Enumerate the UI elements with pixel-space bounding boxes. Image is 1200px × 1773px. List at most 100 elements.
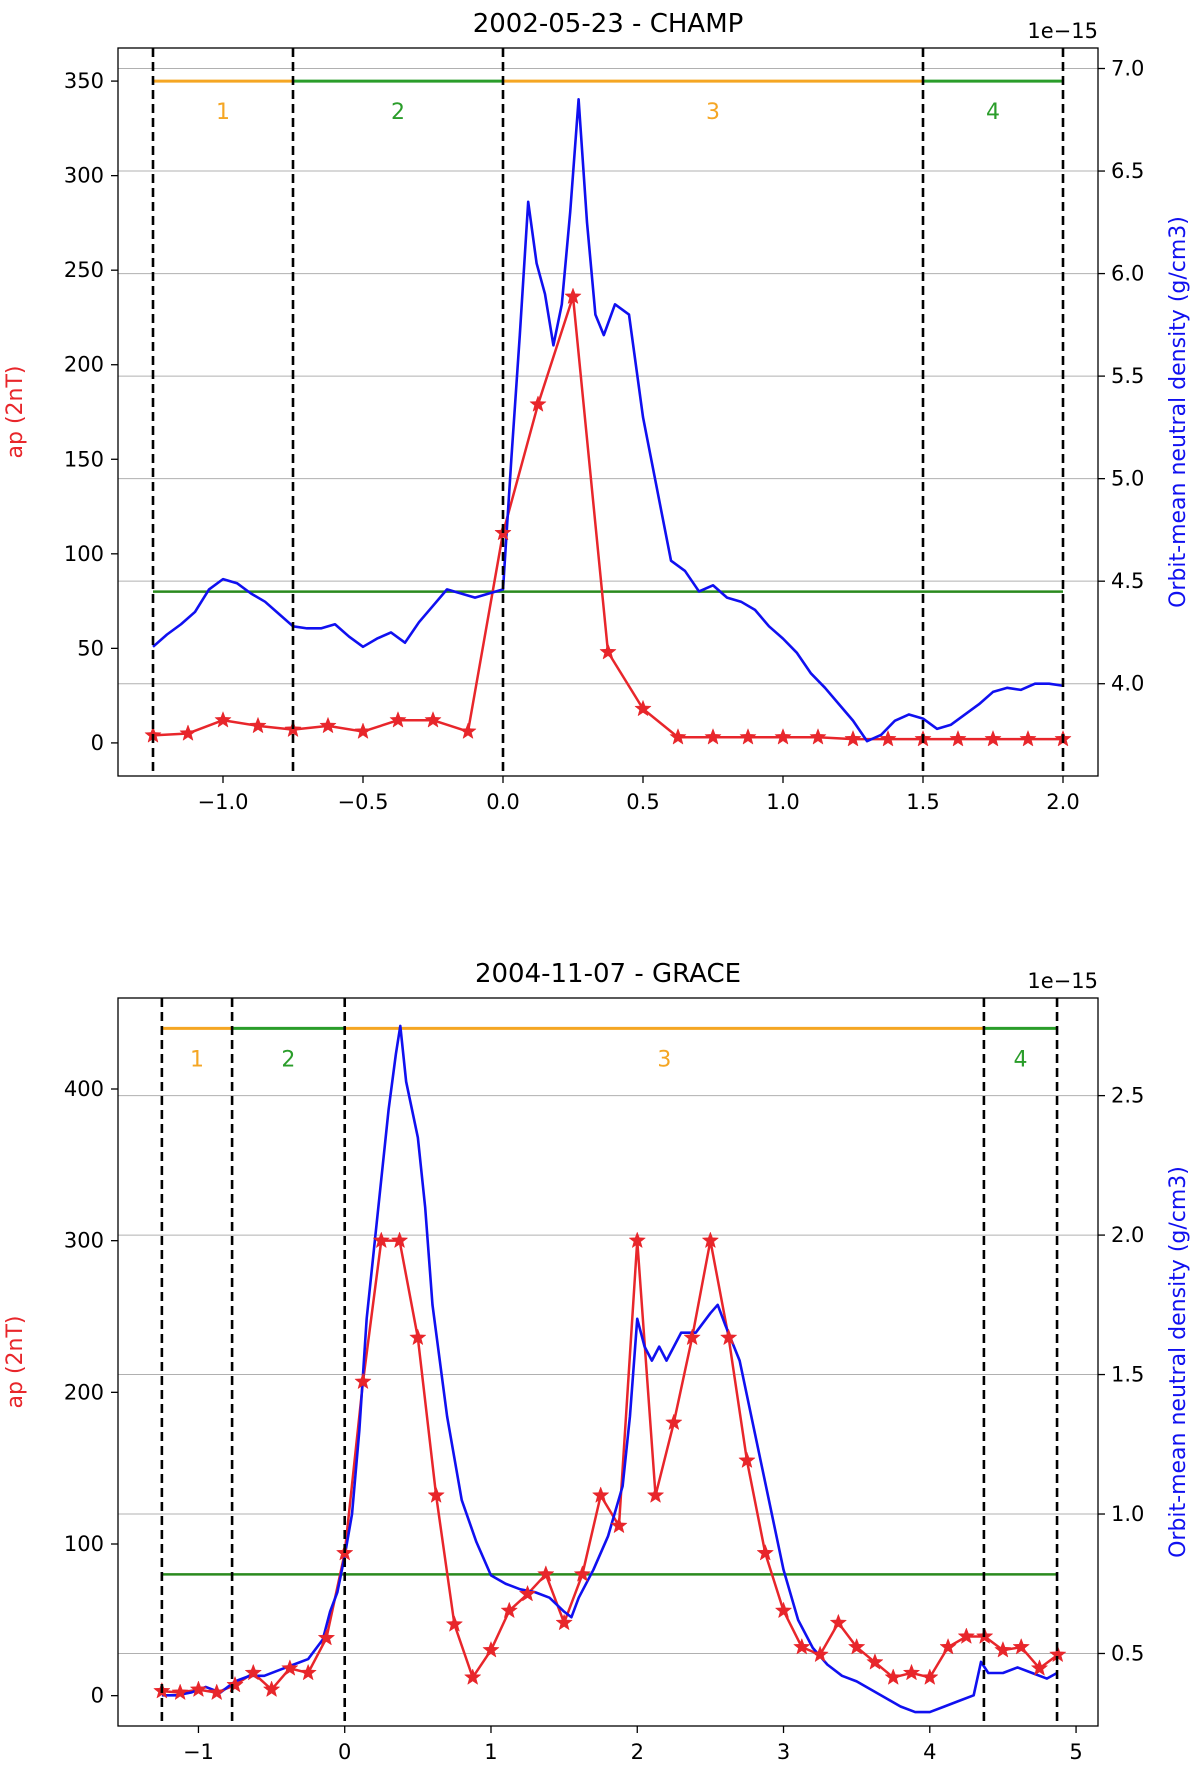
ap-point [704,728,722,745]
x-tick-label: 0 [338,1740,351,1764]
ap-point [389,711,407,728]
phase-label: 1 [190,1047,204,1072]
ap-point [809,728,827,745]
ap-point [646,1486,665,1503]
ap-point [281,1659,299,1676]
ap-point [171,1683,189,1701]
phase-label: 3 [657,1047,671,1072]
y-left-tick-label: 0 [91,1684,104,1708]
ap-point [984,729,1002,747]
ap-point [214,711,232,728]
y-right-tick-label: 6.0 [1111,262,1144,286]
ap-point [902,1663,921,1681]
x-tick-label: 0.5 [626,790,659,814]
y-left-tick-label: 350 [64,69,104,93]
plot-frame [117,47,1099,777]
density-series-line [161,1024,1058,1714]
ap-point [610,1516,628,1534]
offset-text: 1e−15 [1027,19,1098,43]
offset-text: 1e−15 [1027,969,1098,993]
y-left-tick-label: 200 [64,353,104,377]
ap-point [189,1680,208,1698]
ap-point [354,722,372,740]
ap-point [299,1663,317,1681]
ap-point [317,1628,336,1646]
ap-point [921,1668,939,1685]
ap-point [1030,1659,1049,1676]
y-right-tick-label: 1.0 [1111,1502,1144,1526]
ap-point [537,1565,555,1582]
ap-point [847,1637,866,1655]
y-left-tick-label: 100 [64,542,104,566]
ap-point [829,1613,848,1631]
ap-point [939,1637,957,1655]
x-tick-label: 3 [777,1740,790,1764]
ap-point [683,1328,701,1346]
y-right-tick-label: 4.0 [1111,672,1144,696]
y-right-tick-label: 0.5 [1111,1641,1144,1665]
ap-point [994,1640,1012,1658]
x-tick-label: −0.5 [338,790,389,814]
x-tick-label: 1.5 [906,790,939,814]
ap-point [669,728,687,745]
y-left-tick-label: 50 [77,636,104,660]
y-left-tick-label: 300 [64,1229,104,1253]
y-left-axis-label: ap (2nT) [3,1316,28,1409]
y-left-tick-label: 200 [64,1380,104,1404]
ap-point [591,1486,610,1503]
ap-point [249,716,267,734]
x-tick-label: 2 [631,1740,644,1764]
x-tick-label: 1.0 [766,790,799,814]
y-left-tick-label: 250 [64,258,104,282]
ap-point [573,1565,592,1582]
phase-label: 4 [1013,1047,1027,1072]
ap-point [884,1668,902,1685]
y-left-tick-label: 300 [64,164,104,188]
chart-title: 2002-05-23 - CHAMP [473,9,744,39]
ap-point [409,1328,427,1346]
ap-point [1019,729,1037,747]
ap-point [207,1683,226,1701]
ap-point [262,1680,281,1698]
ap-point [482,1640,500,1658]
ap-point [179,724,197,741]
ap-point [244,1663,263,1681]
ap-point [372,1231,391,1249]
ap-point [424,711,442,728]
ap-point [866,1653,884,1670]
ap-point [445,1615,464,1632]
ap-point [665,1413,683,1431]
ap-point [500,1601,519,1619]
ap-point [774,1601,793,1619]
y-right-tick-label: 5.5 [1111,364,1144,388]
y-right-tick-label: 7.0 [1111,57,1144,81]
y-left-axis-label: ap (2nT) [3,366,28,459]
y-left-tick-label: 150 [64,447,104,471]
y-right-tick-label: 2.0 [1111,1223,1144,1247]
ap-series-line [161,1239,1059,1694]
x-tick-label: 0.0 [486,790,519,814]
phase-label: 2 [281,1047,295,1072]
y-right-tick-label: 5.0 [1111,467,1144,491]
ap-point [739,728,757,745]
ap-point [427,1486,445,1503]
x-tick-label: 2.0 [1046,790,1079,814]
y-right-tick-label: 6.5 [1111,159,1144,183]
ap-point [774,728,792,745]
y-left-tick-label: 0 [91,731,104,755]
phase-label: 1 [216,100,230,125]
ap-series-line [152,295,1063,741]
y-right-tick-label: 4.5 [1111,569,1144,593]
y-right-axis-label: Orbit-mean neutral density (g/cm3) [1166,216,1191,608]
ap-point [793,1637,811,1655]
ap-point [844,729,862,747]
y-right-axis-label: Orbit-mean neutral density (g/cm3) [1166,1166,1191,1558]
ap-point [949,729,967,747]
ap-point [879,729,897,747]
ap-point [555,1613,573,1631]
ap-point [390,1231,409,1249]
x-tick-label: 1 [484,1740,497,1764]
ap-point [518,1584,537,1602]
phase-label: 3 [706,100,720,125]
ap-point [756,1543,774,1561]
